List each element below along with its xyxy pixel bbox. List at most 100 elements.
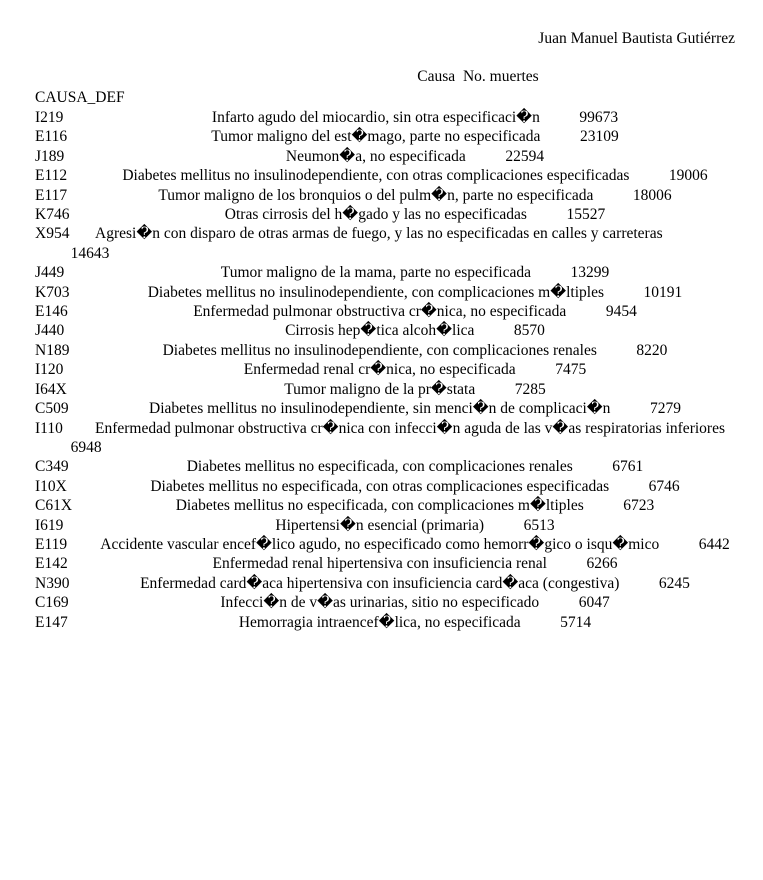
death-count: 14643 xyxy=(70,244,110,262)
cause-code: N390 xyxy=(35,574,70,592)
cause-code: K746 xyxy=(35,206,70,224)
cause-description: Infecci�n de v�as urinarias, sitio no es… xyxy=(220,594,540,612)
table-row: I120 Enfermedad renal cr�nica, no especif… xyxy=(35,360,735,379)
table-row: J440 Cirrosis hep�tica alcoh�lica 8570 xyxy=(35,321,735,340)
row-content: Infarto agudo del miocardio, sin otra es… xyxy=(95,108,618,127)
table-row: I619 Hipertensi�n esencial (primaria) 651… xyxy=(35,516,735,535)
cause-code: I110 xyxy=(35,419,63,437)
death-count: 23109 xyxy=(579,128,619,146)
row-content: Tumor maligno de la mama, parte no espec… xyxy=(95,263,609,282)
cause-description: Enfermedad card�aca hipertensiva con ins… xyxy=(140,574,620,592)
cause-code: J440 xyxy=(35,322,65,340)
row-content: Enfermedad pulmonar obstructiva cr�nica,… xyxy=(95,302,637,321)
row-content: Diabetes mellitus no insulinodependiente… xyxy=(95,341,668,360)
row-content: Hipertensi�n esencial (primaria) 6513 xyxy=(95,516,555,535)
table-row: E116 Tumor maligno del est�mago, parte no… xyxy=(35,127,735,146)
row-content: Diabetes mellitus no especificada, con c… xyxy=(95,457,644,476)
death-count: 6948 xyxy=(70,438,102,456)
table-row: C169 Infecci�n de v�as urinarias, sitio n… xyxy=(35,593,735,612)
table-row: C61X Diabetes mellitus no especificada, c… xyxy=(35,496,735,515)
table-row: E117 Tumor maligno de los bronquios o del… xyxy=(35,186,735,205)
death-count: 13299 xyxy=(570,264,610,282)
cause-description: Neumon�a, no especificada xyxy=(285,147,466,165)
cause-description: Enfermedad renal cr�nica, no especificad… xyxy=(243,361,516,379)
table-row: X954 Agresi�n con disparo de otras armas … xyxy=(35,224,735,263)
table-row: C509 Diabetes mellitus no insulinodependi… xyxy=(35,399,735,418)
table-row: N189 Diabetes mellitus no insulinodependi… xyxy=(35,341,735,360)
table-row: E146 Enfermedad pulmonar obstructiva cr�n… xyxy=(35,302,735,321)
index-header: CAUSA_DEF xyxy=(35,89,125,106)
cause-description: Tumor maligno de la pr�stata xyxy=(284,380,476,398)
cause-code: J449 xyxy=(35,264,65,282)
cause-description: Cirrosis hep�tica alcoh�lica xyxy=(285,322,475,340)
cause-code: I64X xyxy=(35,380,67,398)
row-content: Neumon�a, no especificada 22594 xyxy=(95,147,544,166)
author-name: Juan Manuel Bautista Gutiérrez xyxy=(538,30,735,47)
row-content: Enfermedad renal cr�nica, no especificad… xyxy=(95,360,586,379)
row-content: Enfermedad renal hipertensiva con insufi… xyxy=(95,554,618,573)
row-content: Diabetes mellitus no insulinodependiente… xyxy=(95,283,683,302)
table-row: N390 Enfermedad card�aca hipertensiva con… xyxy=(35,574,735,593)
death-count: 6761 xyxy=(612,458,644,476)
cause-code: C61X xyxy=(35,497,73,515)
cause-description: Tumor maligno del est�mago, parte no esp… xyxy=(211,128,541,146)
cause-description: Hemorragia intraencef�lica, no especific… xyxy=(238,613,521,631)
table-row: E142 Enfermedad renal hipertensiva con in… xyxy=(35,554,735,573)
column-headers: Causa No. muertes xyxy=(0,68,763,86)
row-content: Tumor maligno de los bronquios o del pul… xyxy=(95,186,672,205)
header-muertes: No. muertes xyxy=(462,68,539,85)
cause-description: Diabetes mellitus no especificada, con o… xyxy=(150,477,610,495)
cause-description: Tumor maligno de los bronquios o del pul… xyxy=(158,186,594,204)
table-row: K703 Diabetes mellitus no insulinodependi… xyxy=(35,283,735,302)
cause-description: Diabetes mellitus no especificada, con c… xyxy=(186,458,573,476)
row-content: Diabetes mellitus no especificada, con o… xyxy=(95,477,680,496)
table-row: E112 Diabetes mellitus no insulinodependi… xyxy=(35,166,735,185)
death-count: 6513 xyxy=(523,516,555,534)
cause-code: E146 xyxy=(35,303,68,321)
row-content: Hemorragia intraencef�lica, no especific… xyxy=(95,613,591,632)
cause-description: Otras cirrosis del h�gado y las no espec… xyxy=(224,206,527,224)
row-content: Accidente vascular encef�lico agudo, no … xyxy=(95,535,730,554)
cause-description: Diabetes mellitus no insulinodependiente… xyxy=(147,283,604,301)
table-row: J189 Neumon�a, no especificada 22594 xyxy=(35,147,735,166)
cause-description: Enfermedad pulmonar obstructiva cr�nica,… xyxy=(193,303,567,321)
cause-code: I619 xyxy=(35,516,64,534)
cause-code: J189 xyxy=(35,147,65,165)
cause-description: Agresi�n con disparo de otras armas de f… xyxy=(95,225,663,243)
row-content: Enfermedad card�aca hipertensiva con ins… xyxy=(95,574,690,593)
death-count: 15527 xyxy=(566,206,606,224)
cause-code: E142 xyxy=(35,555,68,573)
death-count: 6723 xyxy=(623,497,655,515)
death-count: 6746 xyxy=(648,477,680,495)
row-content: Tumor maligno del est�mago, parte no esp… xyxy=(95,127,619,146)
death-count: 5714 xyxy=(560,613,592,631)
cause-description: Infarto agudo del miocardio, sin otra es… xyxy=(211,109,540,126)
cause-description: Diabetes mellitus no insulinodependiente… xyxy=(162,341,597,359)
cause-description: Enfermedad renal hipertensiva con insufi… xyxy=(212,555,547,573)
death-count: 6047 xyxy=(578,594,610,612)
cause-code: E112 xyxy=(35,167,68,185)
death-count: 8220 xyxy=(636,341,668,359)
death-count: 7279 xyxy=(649,400,681,418)
row-content: Tumor maligno de la pr�stata 7285 xyxy=(95,380,545,399)
death-count: 18006 xyxy=(632,186,672,204)
cause-code: I10X xyxy=(35,477,67,495)
cause-code: C169 xyxy=(35,594,69,612)
cause-description: Diabetes mellitus no insulinodependiente… xyxy=(122,167,630,185)
row-content: Agresi�n con disparo de otras armas de f… xyxy=(35,225,663,261)
table-row: K746 Otras cirrosis del h�gado y las no e… xyxy=(35,205,735,224)
table-row: E147 Hemorragia intraencef�lica, no espec… xyxy=(35,613,735,632)
death-count: 22594 xyxy=(505,147,545,165)
cause-description: Enfermedad pulmonar obstructiva cr�nica … xyxy=(95,419,725,437)
death-count: 6266 xyxy=(586,555,618,573)
cause-code: E119 xyxy=(35,535,68,553)
row-content: Diabetes mellitus no insulinodependiente… xyxy=(95,399,681,418)
row-content: Diabetes mellitus no especificada, con c… xyxy=(95,496,655,515)
row-content: Cirrosis hep�tica alcoh�lica 8570 xyxy=(95,321,545,340)
death-count: 99673 xyxy=(579,109,619,126)
death-count: 8570 xyxy=(513,322,545,340)
cause-code: C349 xyxy=(35,458,69,476)
cause-code: E116 xyxy=(35,128,68,146)
table-row: E119 Accidente vascular encef�lico agudo,… xyxy=(35,535,735,554)
